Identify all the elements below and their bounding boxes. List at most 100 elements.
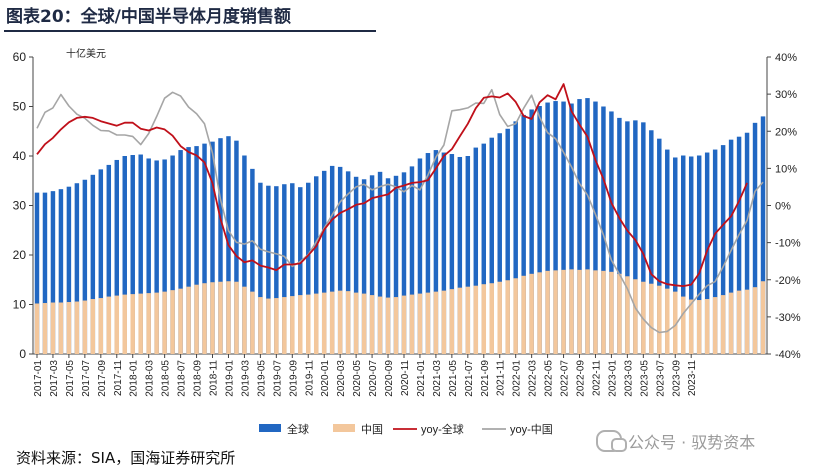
bar-china xyxy=(282,297,287,354)
bar-china xyxy=(665,288,670,354)
bar-global xyxy=(441,152,447,354)
bar-china xyxy=(609,271,614,354)
right-tick-label: 20% xyxy=(775,126,797,138)
bar-global xyxy=(321,170,327,354)
bar-global xyxy=(752,122,758,355)
bar-global xyxy=(417,158,423,354)
bar-global xyxy=(194,146,199,354)
bar-global xyxy=(178,150,183,354)
bar-china xyxy=(178,288,183,354)
left-tick-label: 60 xyxy=(13,50,27,64)
x-tick-label: 2021-03 xyxy=(432,360,443,397)
x-tick-label: 2019-05 xyxy=(256,360,267,397)
bar-china xyxy=(569,269,574,354)
bar-global xyxy=(266,185,271,354)
bar-china xyxy=(258,297,263,354)
bar-global xyxy=(736,136,742,354)
bar-global xyxy=(170,155,175,354)
bar-china xyxy=(393,297,399,354)
x-tick-label: 2017-05 xyxy=(65,360,76,397)
x-tick-label: 2017-03 xyxy=(49,360,60,397)
legend-label: yoy-中国 xyxy=(510,423,553,436)
bar-global xyxy=(704,152,710,354)
bar-global xyxy=(585,98,590,355)
bar-global xyxy=(465,156,471,354)
bar-china xyxy=(122,294,127,354)
bar-china xyxy=(34,303,40,354)
bar-global xyxy=(242,155,247,354)
x-tick-label: 2021-01 xyxy=(416,360,427,397)
bar-china xyxy=(473,285,479,354)
bar-global xyxy=(313,176,319,354)
x-tick-label: 2022-07 xyxy=(560,360,571,397)
bar-global xyxy=(569,103,574,354)
x-tick-label: 2018-11 xyxy=(209,360,220,396)
x-tick-label: 2018-01 xyxy=(129,360,140,397)
bar-global xyxy=(50,191,56,354)
bar-global xyxy=(641,122,646,354)
bar-china xyxy=(625,276,630,354)
bar-global xyxy=(138,154,143,354)
bar-china xyxy=(114,295,120,354)
bar-global xyxy=(66,186,72,354)
bar-global xyxy=(282,184,287,354)
bar-global xyxy=(154,160,159,354)
page-title: 图表20：全球/中国半导体月度销售额 xyxy=(6,7,291,27)
bar-global xyxy=(521,114,526,354)
bar-china xyxy=(234,281,239,354)
bar-global xyxy=(513,121,518,354)
bar-china xyxy=(345,291,351,354)
bar-china xyxy=(210,282,215,354)
bar-china xyxy=(242,286,247,354)
bar-china xyxy=(417,293,423,354)
x-tick-label: 2023-09 xyxy=(671,360,682,397)
right-tick-label: 40% xyxy=(775,52,797,64)
legend-swatch xyxy=(333,424,355,432)
bar-global xyxy=(609,111,614,354)
x-tick-label: 2020-03 xyxy=(336,360,347,397)
left-tick-label: 0 xyxy=(19,347,26,361)
bar-china xyxy=(537,272,542,354)
bar-china xyxy=(673,291,678,354)
x-tick-label: 2022-03 xyxy=(528,360,539,397)
x-tick-label: 2021-09 xyxy=(480,360,491,397)
bar-global xyxy=(122,156,127,354)
bar-china xyxy=(657,285,662,354)
bar-global xyxy=(728,139,734,354)
bar-global xyxy=(130,155,135,354)
bar-global xyxy=(74,183,80,354)
legend-label: yoy-全球 xyxy=(421,422,464,436)
bar-global xyxy=(361,179,367,354)
x-tick-label: 2023-01 xyxy=(607,360,618,397)
right-tick-label: -20% xyxy=(775,275,801,287)
bar-china xyxy=(649,283,654,354)
bar-china xyxy=(321,292,327,354)
bar-global xyxy=(537,106,542,354)
title-underline xyxy=(4,30,376,32)
bar-china xyxy=(449,289,455,354)
bar-china xyxy=(170,290,175,354)
bar-global xyxy=(696,155,702,354)
bar-global xyxy=(186,147,191,354)
x-tick-label: 2020-01 xyxy=(320,360,331,397)
x-tick-label: 2022-09 xyxy=(576,360,587,397)
bar-global xyxy=(298,187,303,354)
bar-global xyxy=(409,166,415,354)
bar-global xyxy=(665,149,670,354)
bar-china xyxy=(106,296,112,354)
bar-global xyxy=(353,176,359,354)
bar-china xyxy=(98,298,104,354)
source-note: 资料来源：SIA，国海证券研究所 xyxy=(16,449,236,467)
x-tick-label: 2018-07 xyxy=(177,360,188,397)
x-tick-label: 2018-05 xyxy=(161,360,172,397)
bar-china xyxy=(497,281,502,354)
wechat-icon xyxy=(596,430,627,452)
x-tick-label: 2021-05 xyxy=(448,360,459,397)
x-tick-label: 2019-03 xyxy=(240,360,251,397)
bar-global xyxy=(505,128,510,354)
x-tick-label: 2023-05 xyxy=(639,360,650,397)
bar-china xyxy=(274,298,279,354)
bar-global xyxy=(401,172,407,354)
bar-global xyxy=(688,156,694,354)
